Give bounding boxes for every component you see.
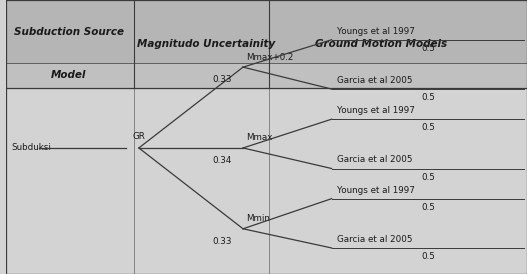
- Text: Subduksi: Subduksi: [11, 144, 51, 152]
- Text: 0.33: 0.33: [212, 75, 232, 84]
- Text: 0.5: 0.5: [421, 93, 435, 102]
- Text: 0.33: 0.33: [212, 237, 232, 246]
- Text: 0.5: 0.5: [421, 123, 435, 132]
- Text: 0.5: 0.5: [421, 173, 435, 182]
- Text: Garcia et al 2005: Garcia et al 2005: [337, 155, 412, 164]
- Bar: [6, 0, 527, 63]
- Text: Garcia et al 2005: Garcia et al 2005: [337, 76, 412, 85]
- Text: Garcia et al 2005: Garcia et al 2005: [337, 235, 412, 244]
- Text: GR: GR: [132, 132, 145, 141]
- Bar: [6, 63, 527, 88]
- Text: Mmax: Mmax: [246, 133, 272, 142]
- Text: Youngs et al 1997: Youngs et al 1997: [337, 27, 415, 36]
- Text: 0.5: 0.5: [421, 203, 435, 212]
- Text: Mmax+0.2: Mmax+0.2: [246, 53, 293, 62]
- Text: Youngs et al 1997: Youngs et al 1997: [337, 106, 415, 115]
- Text: 0.34: 0.34: [212, 156, 232, 165]
- Text: 0.5: 0.5: [421, 252, 435, 261]
- Text: Model: Model: [51, 70, 86, 80]
- Text: Magnitudo Uncertainity: Magnitudo Uncertainity: [138, 39, 276, 49]
- Text: 0.5: 0.5: [421, 44, 435, 53]
- Text: Mmin: Mmin: [246, 214, 269, 223]
- Text: Youngs et al 1997: Youngs et al 1997: [337, 185, 415, 195]
- Text: Ground Motion Models: Ground Motion Models: [315, 39, 447, 49]
- Text: Subduction Source: Subduction Source: [14, 27, 123, 36]
